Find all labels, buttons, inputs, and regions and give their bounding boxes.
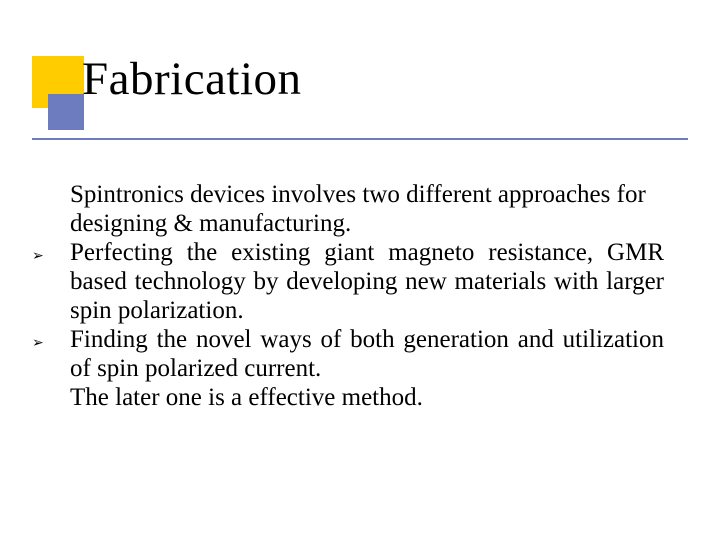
slide: Fabrication Spintronics devices involves… — [0, 0, 720, 540]
bullet-icon: ➢ — [32, 238, 70, 271]
title-decoration — [32, 56, 88, 132]
bullet-spacer — [32, 180, 70, 184]
intro-row: Spintronics devices involves two differe… — [32, 180, 664, 238]
bullet-row: ➢ Perfecting the existing giant magneto … — [32, 238, 664, 325]
title-block: Fabrication — [32, 56, 688, 150]
bullet-text: Finding the novel ways of both generatio… — [70, 325, 664, 383]
bullet-spacer — [32, 383, 70, 387]
slide-body: Spintronics devices involves two differe… — [32, 180, 664, 412]
bullet-row: ➢ Finding the novel ways of both generat… — [32, 325, 664, 383]
slide-title: Fabrication — [82, 52, 302, 106]
intro-text: Spintronics devices involves two differe… — [70, 180, 664, 238]
title-underline — [32, 138, 688, 140]
outro-text: The later one is a effective method. — [70, 383, 664, 412]
outro-row: The later one is a effective method. — [32, 383, 664, 412]
bullet-text: Perfecting the existing giant magneto re… — [70, 238, 664, 325]
bullet-icon: ➢ — [32, 325, 70, 358]
square-blue-icon — [48, 94, 84, 130]
